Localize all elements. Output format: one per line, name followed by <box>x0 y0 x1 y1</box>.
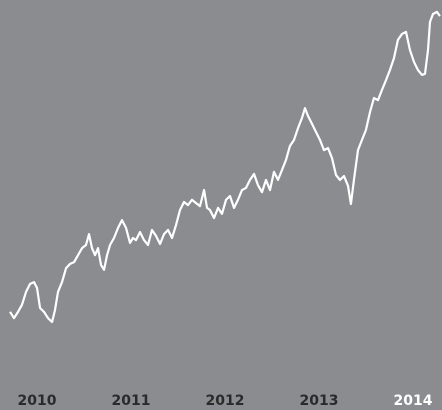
x-tick-label: 2012 <box>206 393 245 409</box>
x-tick-label: 2010 <box>18 393 57 409</box>
x-tick-label: 2011 <box>112 393 151 409</box>
line <box>9 10 441 324</box>
x-tick-label: 2014 <box>393 393 432 409</box>
x-tick-label: 2013 <box>299 393 338 409</box>
